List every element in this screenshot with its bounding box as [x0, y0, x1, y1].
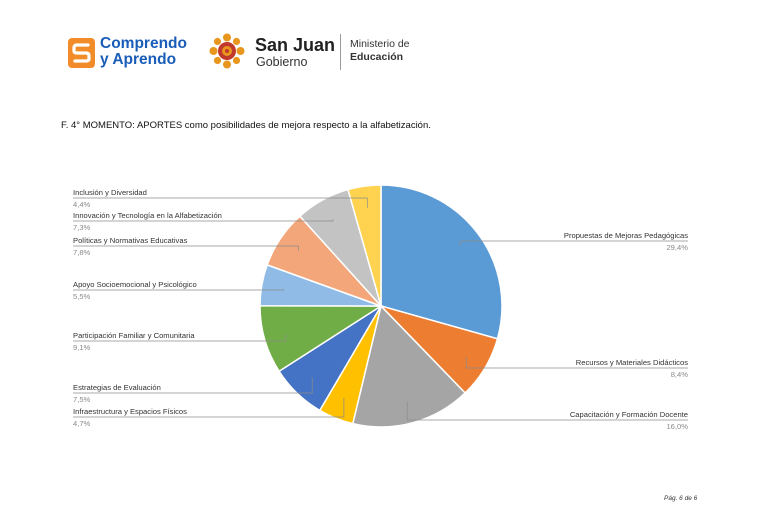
leader-line — [73, 398, 345, 418]
slice-category-label: Infraestructura y Espacios Físicos — [73, 407, 187, 416]
leader-line — [406, 401, 688, 421]
slice-value-label: 16,0% — [666, 422, 688, 431]
pie-slice — [347, 184, 382, 307]
leader-line — [73, 219, 334, 222]
leader-line — [459, 240, 688, 247]
slice-value-label: 5,5% — [73, 292, 91, 301]
page-number: Pág. 6 de 6 — [664, 495, 698, 502]
pie-slice — [351, 304, 467, 428]
leader-line — [73, 288, 284, 291]
leader-line — [73, 197, 368, 208]
ministry-line2: Educación — [350, 51, 404, 63]
slice-labels: Propuestas de Mejoras Pedagógicas 29,4% Re… — [73, 188, 688, 431]
san-juan-gobierno: Gobierno — [256, 55, 308, 69]
slice-category-label: Apoyo Socioemocional y Psicológico — [73, 280, 197, 289]
comprendo-y-aprendo-logo: Comprendo y Aprendo — [68, 36, 198, 72]
slice-category-label: Innovación y Tecnología en la Alfabetiza… — [73, 211, 222, 220]
slice-value-label: 4,4% — [73, 200, 91, 209]
slice-value-label: 8,4% — [671, 370, 689, 379]
brand1-line1: Comprendo — [100, 35, 187, 52]
header-divider — [340, 34, 341, 70]
slice-value-label: 4,7% — [73, 419, 91, 428]
slice-category-label: Participación Familiar y Comunitaria — [73, 331, 195, 340]
brand1-line2: y Aprendo — [100, 51, 177, 68]
leader-line — [465, 356, 688, 369]
slice-category-label: Capacitación y Formación Docente — [570, 410, 688, 419]
leader-line — [73, 245, 299, 251]
slice-category-label: Recursos y Materiales Didácticos — [576, 358, 688, 367]
comprendo-logo-icon — [68, 38, 95, 68]
slice-value-label: 7,5% — [73, 395, 91, 404]
leader-line — [73, 333, 287, 342]
slice-category-label: Propuestas de Mejoras Pedagógicas — [564, 231, 688, 240]
slice-value-label: 7,8% — [73, 248, 91, 257]
pie-slice — [380, 184, 503, 340]
ministry-label: Ministerio de Educación — [350, 38, 410, 64]
san-juan-logo: San Juan Gobierno — [209, 32, 339, 72]
comprendo-logo-text: Comprendo y Aprendo — [100, 36, 187, 68]
slice-category-label: Inclusión y Diversidad — [73, 188, 147, 197]
leader-line — [73, 377, 313, 394]
slice-value-label: 7,3% — [73, 223, 91, 232]
label-leader-lines — [73, 197, 688, 421]
slice-value-label: 29,4% — [666, 243, 688, 252]
slice-value-label: 9,1% — [73, 343, 91, 352]
slice-category-label: Políticas y Normativas Educativas — [73, 236, 188, 245]
header: Comprendo y Aprendo San Juan Gobierno Mi… — [0, 0, 761, 100]
section-title: F. 4° MOMENTO: APORTES como posibilidade… — [61, 120, 431, 131]
slice-category-label: Estrategias de Evaluación — [73, 383, 161, 392]
san-juan-emblem-icon — [209, 33, 245, 69]
ministry-line1: Ministerio de — [350, 38, 410, 50]
pie-slices — [259, 184, 503, 428]
san-juan-name: San Juan — [255, 35, 336, 55]
